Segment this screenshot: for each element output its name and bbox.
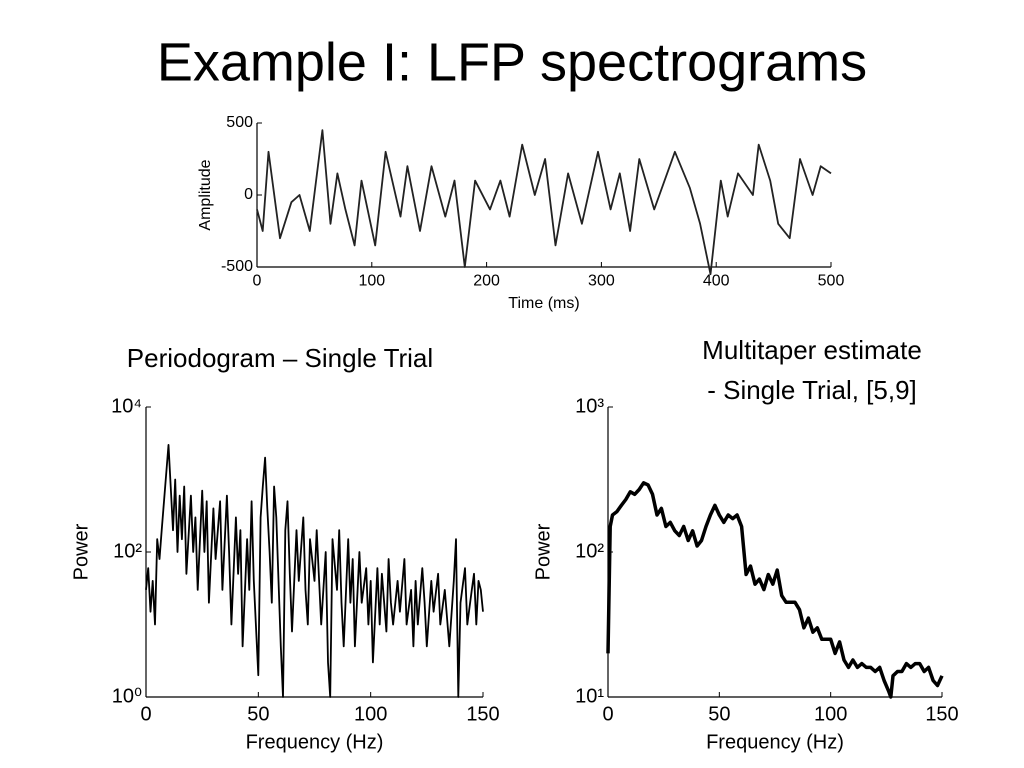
chart-title: Periodogram – Single Trial	[127, 343, 433, 373]
x-axis-label: Time (ms)	[508, 295, 579, 312]
y-tick-label: 10²	[113, 540, 142, 562]
chart-title: - Single Trial, [5,9]	[707, 375, 917, 405]
x-tick-label: 50	[247, 703, 269, 725]
y-tick-label: 500	[226, 114, 253, 131]
y-tick-label: 10¹	[575, 685, 604, 707]
y-tick-label: 10²	[575, 540, 604, 562]
x-tick-label: 100	[354, 703, 387, 725]
x-tick-label: 150	[466, 703, 499, 725]
y-tick-label: 10⁰	[112, 685, 142, 707]
x-tick-label: 0	[140, 703, 151, 725]
x-tick-label: 150	[925, 703, 958, 725]
data-line	[145, 443, 484, 698]
y-axis-label: Amplitude	[197, 159, 214, 230]
x-axis-label: Frequency (Hz)	[246, 731, 384, 753]
chart-title: Multitaper estimate	[702, 335, 922, 365]
y-tick-label: 10³	[575, 395, 604, 417]
y-tick-label: 0	[244, 186, 253, 203]
y-axis-label: Power	[532, 523, 554, 580]
y-tick-label: 10⁴	[111, 395, 142, 417]
y-axis-label: Power	[70, 523, 92, 580]
x-tick-label: 200	[473, 273, 500, 290]
slide-title: Example I: LFP spectrograms	[157, 32, 867, 92]
x-tick-label: 0	[602, 703, 613, 725]
x-tick-label: 0	[253, 273, 262, 290]
data-line	[606, 481, 944, 699]
x-tick-label: 400	[703, 273, 730, 290]
x-tick-label: 50	[708, 703, 730, 725]
x-axis-label: Frequency (Hz)	[706, 731, 844, 753]
x-tick-label: 100	[814, 703, 847, 725]
x-tick-label: 100	[358, 273, 385, 290]
x-tick-label: 500	[818, 273, 845, 290]
x-tick-label: 300	[588, 273, 615, 290]
y-tick-label: -500	[221, 258, 253, 275]
data-line	[256, 129, 832, 276]
